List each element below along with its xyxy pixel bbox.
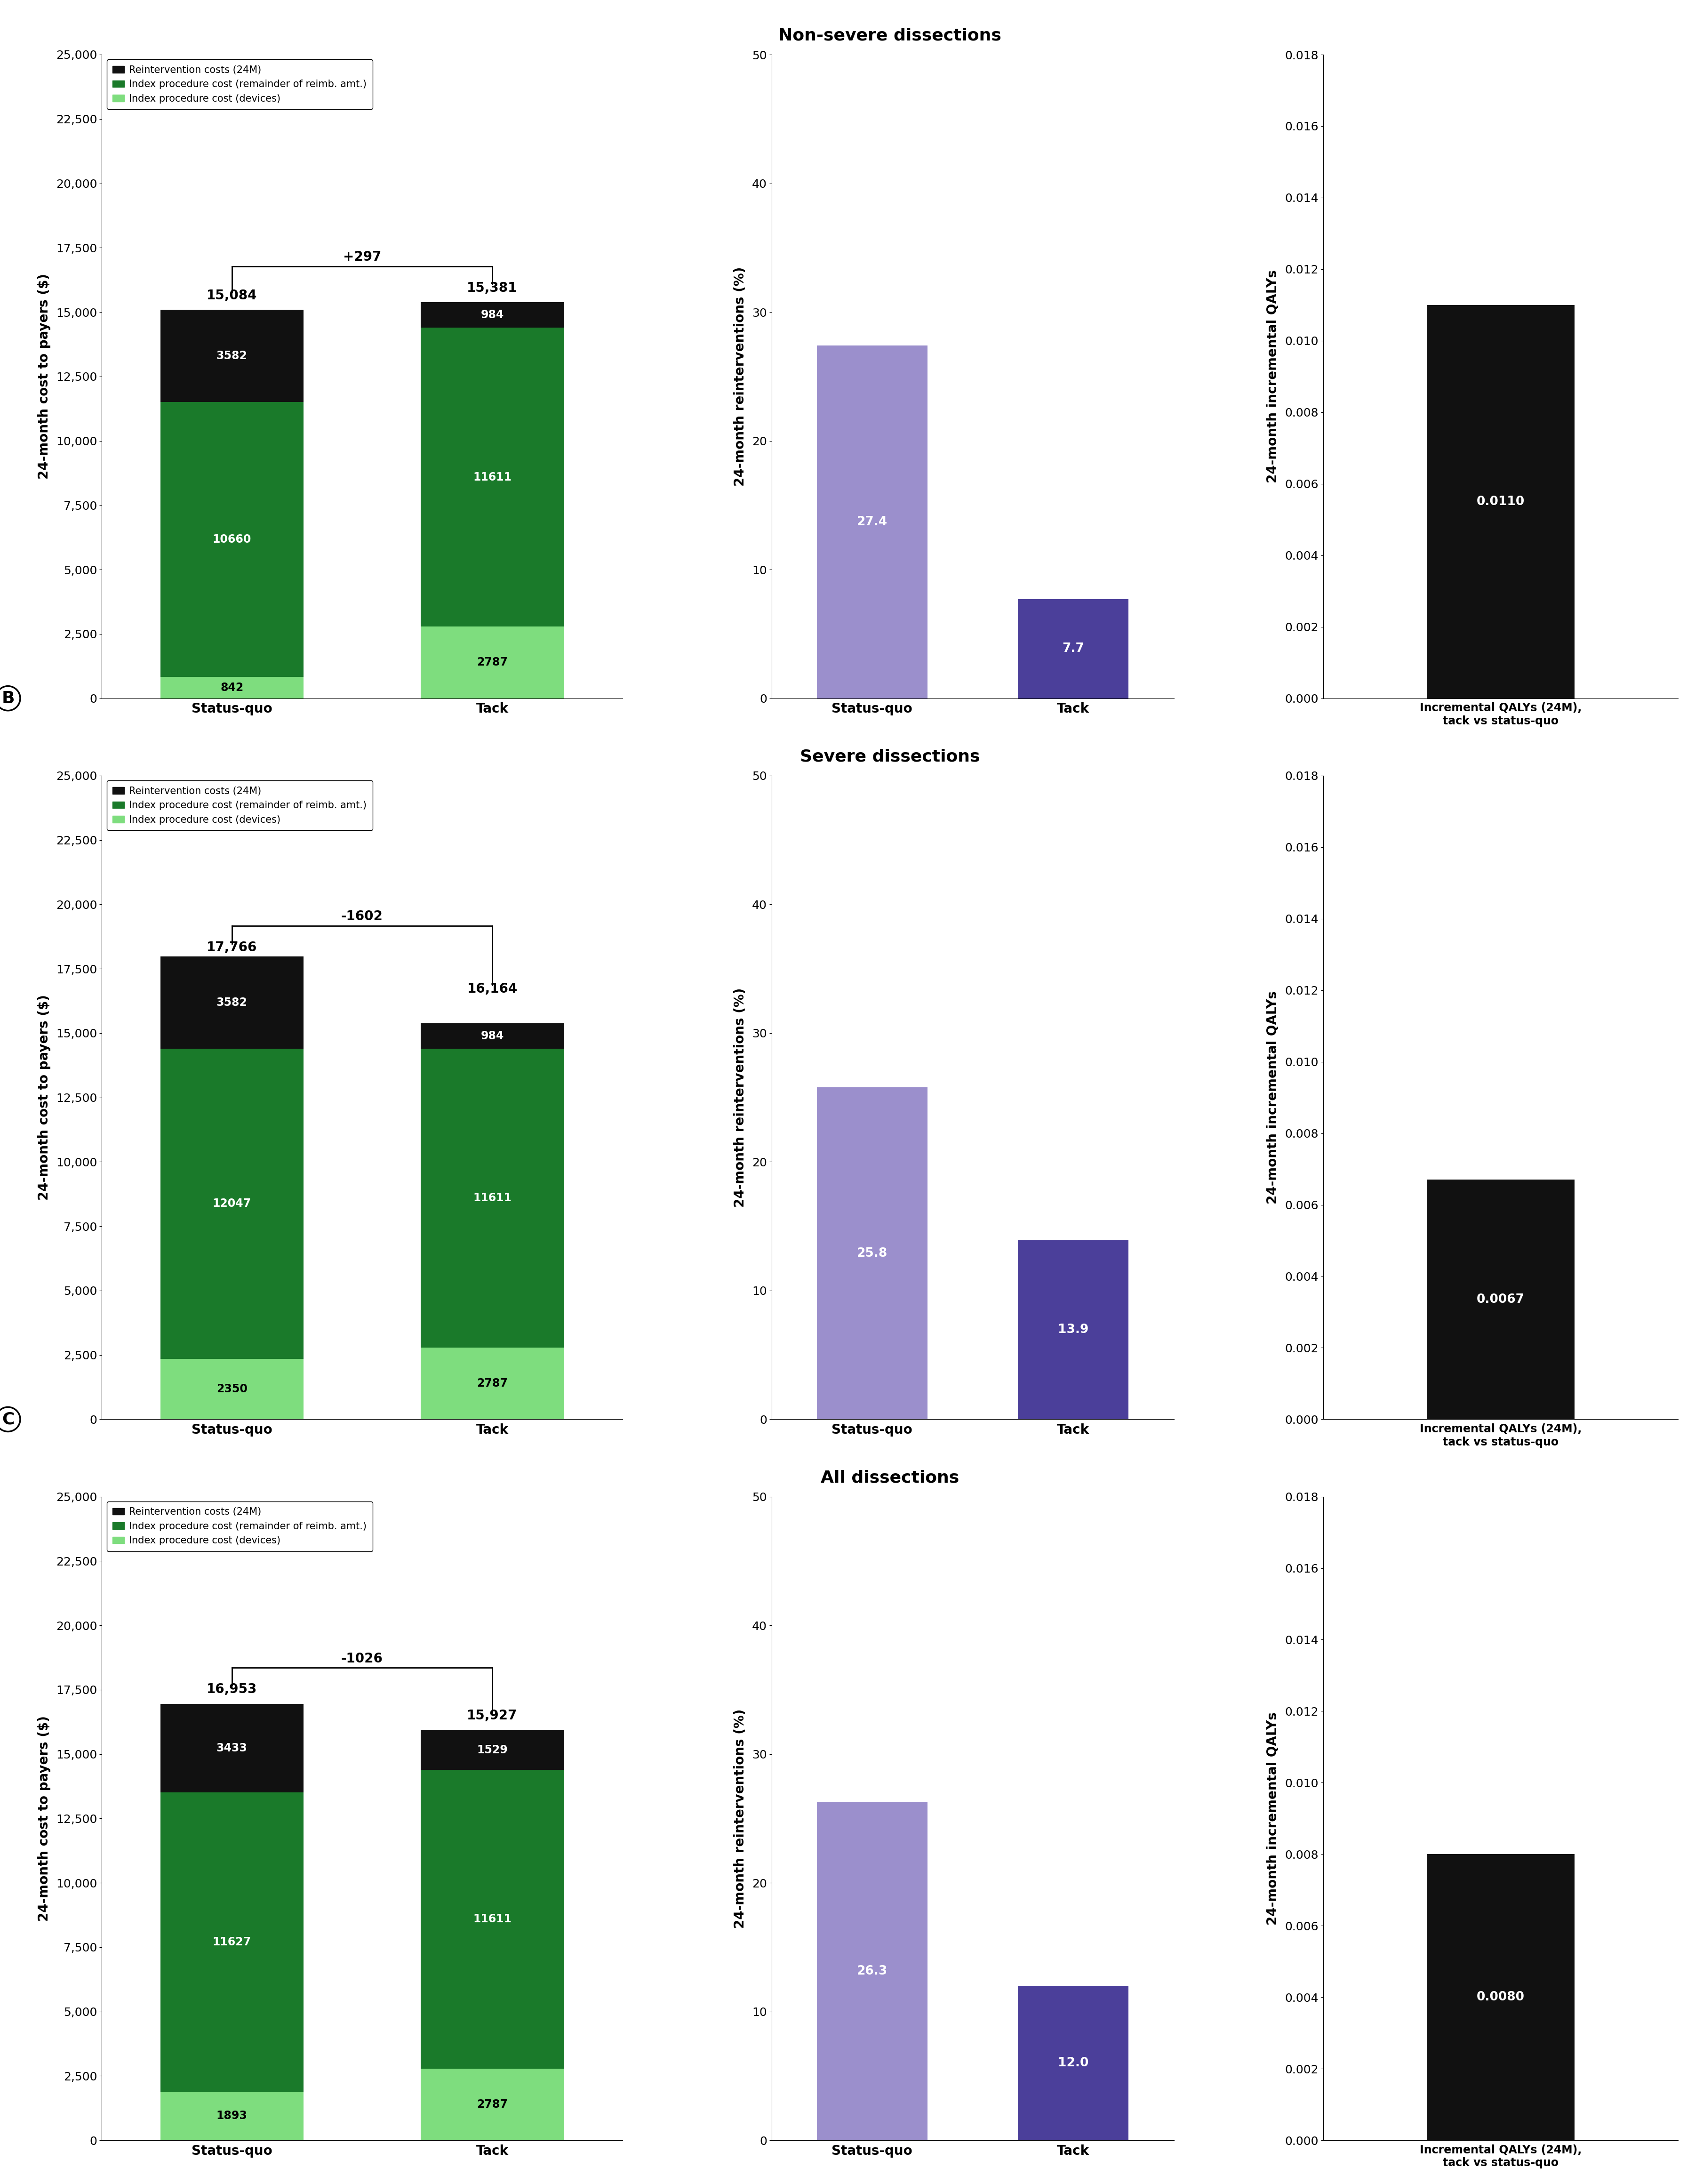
Bar: [161, 1358, 303, 1420]
Y-axis label: 24-month cost to payers ($): 24-month cost to payers ($): [37, 994, 51, 1201]
Text: All dissections: All dissections: [820, 1470, 959, 1485]
Bar: [817, 345, 927, 699]
Text: 16,164: 16,164: [468, 983, 517, 996]
Y-axis label: 24-month reinterventions (%): 24-month reinterventions (%): [734, 1708, 747, 1928]
Text: Severe dissections: Severe dissections: [800, 749, 980, 764]
Text: C: C: [2, 1411, 14, 1428]
Bar: [420, 2068, 564, 2140]
Text: 16,953: 16,953: [207, 1684, 258, 1697]
Text: 26.3: 26.3: [856, 1966, 888, 1977]
Legend: Reintervention costs (24M), Index procedure cost (remainder of reimb. amt.), Ind: Reintervention costs (24M), Index proced…: [107, 780, 373, 830]
Bar: [161, 1704, 303, 1793]
Bar: [161, 2092, 303, 2140]
Legend: Reintervention costs (24M), Index procedure cost (remainder of reimb. amt.), Ind: Reintervention costs (24M), Index proced…: [107, 1500, 373, 1551]
Bar: [161, 402, 303, 677]
Bar: [817, 1802, 927, 2140]
Bar: [1019, 1241, 1129, 1420]
Text: Non-severe dissections: Non-severe dissections: [778, 28, 1002, 44]
Text: -1602: -1602: [341, 911, 383, 924]
Bar: [161, 1793, 303, 2092]
Text: 12.0: 12.0: [1058, 2057, 1088, 2068]
Bar: [420, 1348, 564, 1420]
Bar: [420, 1730, 564, 1769]
Y-axis label: 24-month incremental QALYs: 24-month incremental QALYs: [1266, 271, 1280, 483]
Text: 12047: 12047: [212, 1199, 251, 1210]
Text: 11611: 11611: [473, 1192, 512, 1203]
Bar: [1427, 1854, 1575, 2140]
Text: 27.4: 27.4: [856, 515, 888, 529]
Y-axis label: 24-month incremental QALYs: 24-month incremental QALYs: [1266, 992, 1280, 1203]
Bar: [161, 1048, 303, 1358]
Text: 3433: 3433: [217, 1743, 247, 1754]
Y-axis label: 24-month incremental QALYs: 24-month incremental QALYs: [1266, 1712, 1280, 1924]
Text: 25.8: 25.8: [856, 1247, 888, 1260]
Bar: [420, 627, 564, 699]
Text: 2787: 2787: [476, 657, 508, 668]
Y-axis label: 24-month cost to payers ($): 24-month cost to payers ($): [37, 273, 51, 478]
Text: 3582: 3582: [217, 996, 247, 1009]
Text: 15,927: 15,927: [468, 1710, 517, 1723]
Text: +297: +297: [342, 251, 381, 264]
Text: 984: 984: [481, 310, 503, 321]
Text: 2787: 2787: [476, 1378, 508, 1389]
Text: 11627: 11627: [212, 1937, 251, 1948]
Bar: [161, 677, 303, 699]
Text: 842: 842: [220, 681, 244, 692]
Bar: [161, 957, 303, 1048]
Text: 2350: 2350: [217, 1382, 247, 1396]
Bar: [1019, 1985, 1129, 2140]
Text: 13.9: 13.9: [1058, 1324, 1088, 1337]
Text: 10660: 10660: [212, 533, 251, 546]
Text: 17,766: 17,766: [207, 941, 258, 954]
Text: 15,381: 15,381: [468, 282, 517, 295]
Text: 0.0110: 0.0110: [1476, 496, 1524, 507]
Legend: Reintervention costs (24M), Index procedure cost (remainder of reimb. amt.), Ind: Reintervention costs (24M), Index proced…: [107, 59, 373, 109]
Text: 2787: 2787: [476, 2099, 508, 2110]
Bar: [420, 328, 564, 627]
Y-axis label: 24-month cost to payers ($): 24-month cost to payers ($): [37, 1717, 51, 1922]
Text: 1529: 1529: [476, 1745, 508, 1756]
Y-axis label: 24-month reinterventions (%): 24-month reinterventions (%): [734, 987, 747, 1208]
Bar: [1019, 598, 1129, 699]
Text: 3582: 3582: [217, 349, 247, 363]
Bar: [1427, 1179, 1575, 1420]
Text: 11611: 11611: [473, 472, 512, 483]
Bar: [161, 310, 303, 402]
Y-axis label: 24-month reinterventions (%): 24-month reinterventions (%): [734, 266, 747, 487]
Bar: [420, 1048, 564, 1348]
Bar: [420, 1769, 564, 2068]
Text: 0.0080: 0.0080: [1476, 1992, 1524, 2003]
Text: 0.0067: 0.0067: [1476, 1293, 1524, 1306]
Text: 1893: 1893: [217, 2110, 247, 2121]
Bar: [420, 1024, 564, 1048]
Text: 7.7: 7.7: [1063, 642, 1085, 655]
Text: 984: 984: [481, 1031, 503, 1042]
Text: 11611: 11611: [473, 1913, 512, 1924]
Text: B: B: [2, 690, 15, 705]
Text: 15,084: 15,084: [207, 288, 258, 301]
Bar: [817, 1088, 927, 1420]
Bar: [420, 301, 564, 328]
Text: -1026: -1026: [341, 1651, 383, 1664]
Bar: [1427, 306, 1575, 699]
